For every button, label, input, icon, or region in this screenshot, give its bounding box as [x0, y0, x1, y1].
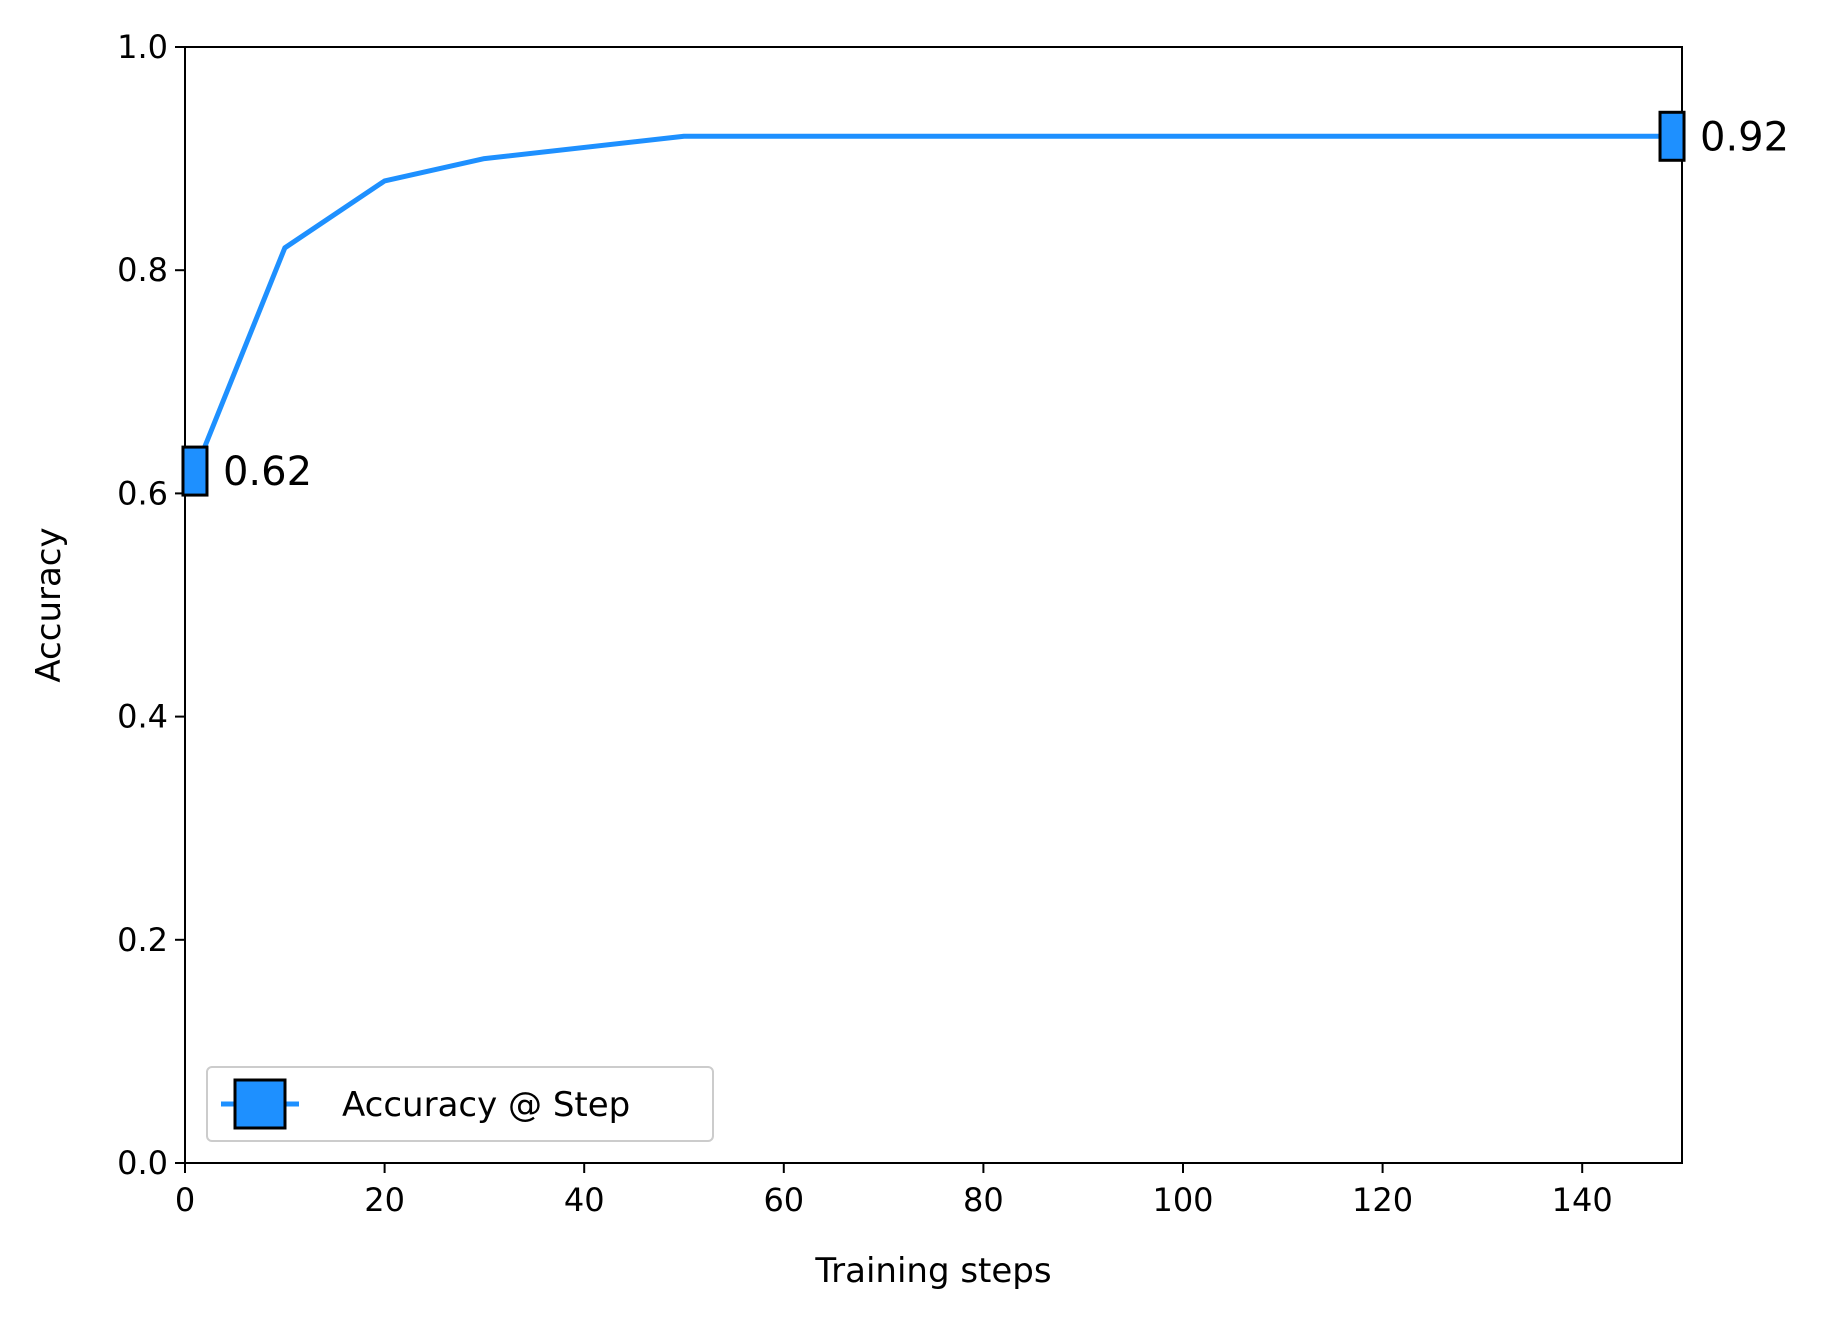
y-tick-label: 0.4 [117, 698, 168, 736]
x-tick-label: 100 [1152, 1181, 1213, 1219]
axes: 0 20 40 60 80 100 120 140 0.0 0.2 0.4 0.6 0.8 1.0 [117, 28, 1683, 1219]
x-tick-label: 0 [175, 1181, 195, 1219]
axes-frame [184, 46, 1683, 1164]
y-tick-label: 0.8 [117, 251, 168, 289]
x-tick-label: 60 [763, 1181, 804, 1219]
legend: Accuracy @ Step [206, 1066, 714, 1142]
data-label: 0.62 [223, 449, 312, 495]
y-tick-label: 1.0 [117, 28, 168, 66]
x-axis-label: Training steps [814, 1251, 1051, 1291]
legend-marker [233, 1078, 287, 1130]
y-tick-label: 0.2 [117, 921, 168, 959]
legend-box [206, 1066, 714, 1142]
series-line [192, 133, 1673, 473]
x-tick-label: 40 [564, 1181, 605, 1219]
data-labels: 0.62 0.92 [223, 114, 1789, 495]
y-tick-label: 0.6 [117, 474, 168, 512]
x-tick-label: 140 [1552, 1181, 1613, 1219]
series-layer [181, 110, 1686, 497]
x-tick-label: 120 [1352, 1181, 1413, 1219]
data-marker [181, 445, 209, 497]
y-tick-label: 0.0 [117, 1144, 168, 1182]
data-marker [1658, 110, 1686, 162]
x-tick-label: 80 [963, 1181, 1004, 1219]
legend-label: Accuracy @ Step [342, 1085, 630, 1125]
x-tick-label: 20 [364, 1181, 405, 1219]
y-axis-label: Accuracy [29, 527, 69, 682]
data-label: 0.92 [1700, 114, 1789, 160]
